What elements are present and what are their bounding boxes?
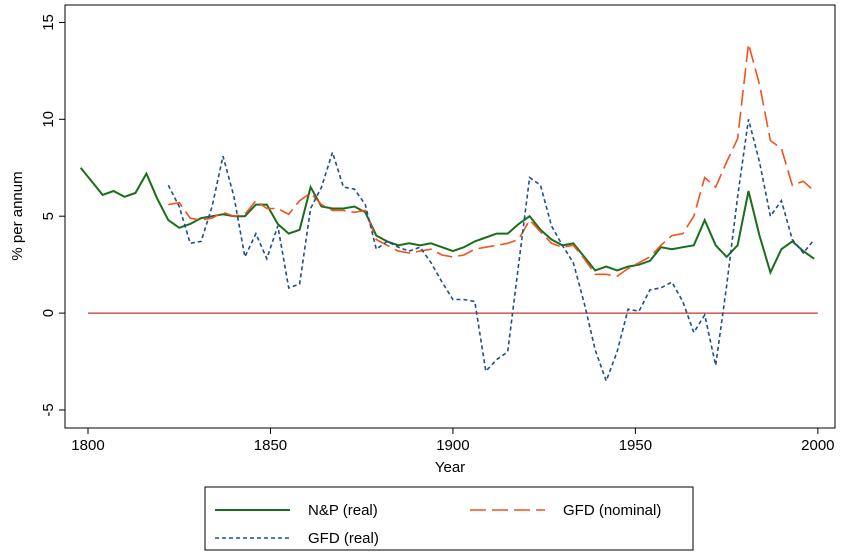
y-axis-label: % per annum bbox=[9, 171, 26, 260]
x-tick-label: 1850 bbox=[254, 437, 287, 454]
series-line bbox=[167, 119, 815, 384]
x-tick-label: 2000 bbox=[801, 437, 834, 454]
x-tick-label: 1800 bbox=[71, 437, 104, 454]
x-axis-label: Year bbox=[435, 459, 465, 476]
y-tick-label: -5 bbox=[40, 403, 57, 416]
legend-label: GFD (real) bbox=[308, 530, 379, 547]
legend-label: GFD (nominal) bbox=[563, 502, 661, 519]
legend-box bbox=[204, 486, 694, 551]
y-tick-label: 0 bbox=[40, 309, 57, 317]
x-tick-label: 1900 bbox=[436, 437, 469, 454]
series-line bbox=[79, 167, 815, 276]
y-tick-label: 15 bbox=[40, 14, 57, 31]
x-tick-label: 1950 bbox=[619, 437, 652, 454]
legend-label: N&P (real) bbox=[308, 502, 378, 519]
series-line bbox=[168, 43, 815, 278]
y-tick-label: 5 bbox=[40, 212, 57, 220]
y-tick-label: 10 bbox=[40, 111, 57, 128]
